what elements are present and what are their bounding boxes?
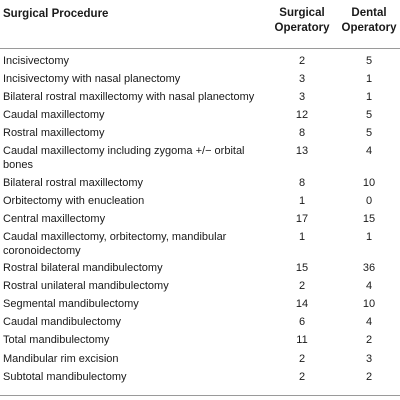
header-surgical-operatory: Surgical Operatory [262,6,342,36]
procedure-cell: Total mandibulectomy [3,334,110,346]
table-header: Surgical Procedure Surgical Operatory De… [0,0,400,50]
procedure-cell: Orbitectomy with enucleation [3,195,145,207]
surgical-operatory-cell: 13 [295,145,309,157]
dental-operatory-cell: 1 [365,73,373,85]
dental-operatory-cell: 36 [362,262,376,274]
header-divider [0,48,400,49]
surgical-operatory-cell: 11 [296,334,308,346]
procedure-cell: Bilateral rostral maxillectomy [3,177,143,189]
dental-operatory-cell: 3 [365,353,373,365]
surgical-operatory-cell: 3 [298,73,306,85]
surgical-operatory-cell: 2 [298,371,306,383]
table-bottom-rule [0,395,400,396]
procedure-cell: Caudal maxillectomy [3,109,105,121]
dental-operatory-cell: 10 [362,177,376,189]
surgical-operatory-cell: 1 [298,231,306,243]
dental-operatory-cell: 15 [362,213,376,225]
header-surgical-line2: Operatory [274,22,330,34]
surgical-operatory-cell: 2 [298,280,306,292]
dental-operatory-cell: 4 [365,145,373,157]
procedure-cell: Caudal maxillectomy, orbitectomy, mandib… [3,231,227,257]
header-surgical-line1: Surgical [279,7,325,19]
procedure-cell: Segmental mandibulectomy [3,298,139,310]
header-dental-line1: Dental [351,7,387,19]
dental-operatory-cell: 10 [362,298,376,310]
surgical-operatory-cell: 8 [298,127,306,139]
surgical-operatory-cell: 17 [295,213,309,225]
procedure-cell: Subtotal mandibulectomy [3,371,127,383]
header-surgical-procedure: Surgical Procedure [3,8,109,20]
dental-operatory-cell: 2 [365,371,373,383]
header-dental-operatory: Dental Operatory [335,6,400,36]
surgical-operatory-cell: 1 [298,195,306,207]
surgical-operatory-cell: 8 [298,177,306,189]
dental-operatory-cell: 1 [365,231,373,243]
procedure-cell: Bilateral rostral maxillectomy with nasa… [3,91,255,103]
dental-operatory-cell: 5 [365,109,373,121]
procedure-cell: Caudal maxillectomy including zygoma +/−… [3,145,245,171]
procedure-cell: Rostral unilateral mandibulectomy [3,280,169,292]
dental-operatory-cell: 4 [365,316,373,328]
dental-operatory-cell: 5 [365,127,373,139]
surgical-operatory-cell: 6 [298,316,306,328]
surgical-operatory-cell: 2 [298,55,306,67]
dental-operatory-cell: 4 [365,280,373,292]
procedure-cell: Incisivectomy with nasal planectomy [3,73,181,85]
dental-operatory-cell: 5 [365,55,373,67]
dental-operatory-cell: 2 [365,334,373,346]
surgical-operatory-cell: 2 [298,353,306,365]
procedure-cell: Rostral bilateral mandibulectomy [3,262,163,274]
procedure-cell: Caudal mandibulectomy [3,316,122,328]
procedure-cell: Mandibular rim excision [3,353,119,365]
surgical-operatory-cell: 15 [295,262,309,274]
surgical-operatory-cell: 3 [298,91,306,103]
procedure-cell: Rostral maxillectomy [3,127,105,139]
surgical-operatory-cell: 14 [295,298,309,310]
procedure-cell: Incisivectomy [3,55,70,67]
surgical-operatory-cell: 12 [295,109,309,121]
dental-operatory-cell: 1 [365,91,373,103]
procedure-cell: Central maxillectomy [3,213,106,225]
header-dental-line2: Operatory [341,22,397,34]
dental-operatory-cell: 0 [365,195,373,207]
